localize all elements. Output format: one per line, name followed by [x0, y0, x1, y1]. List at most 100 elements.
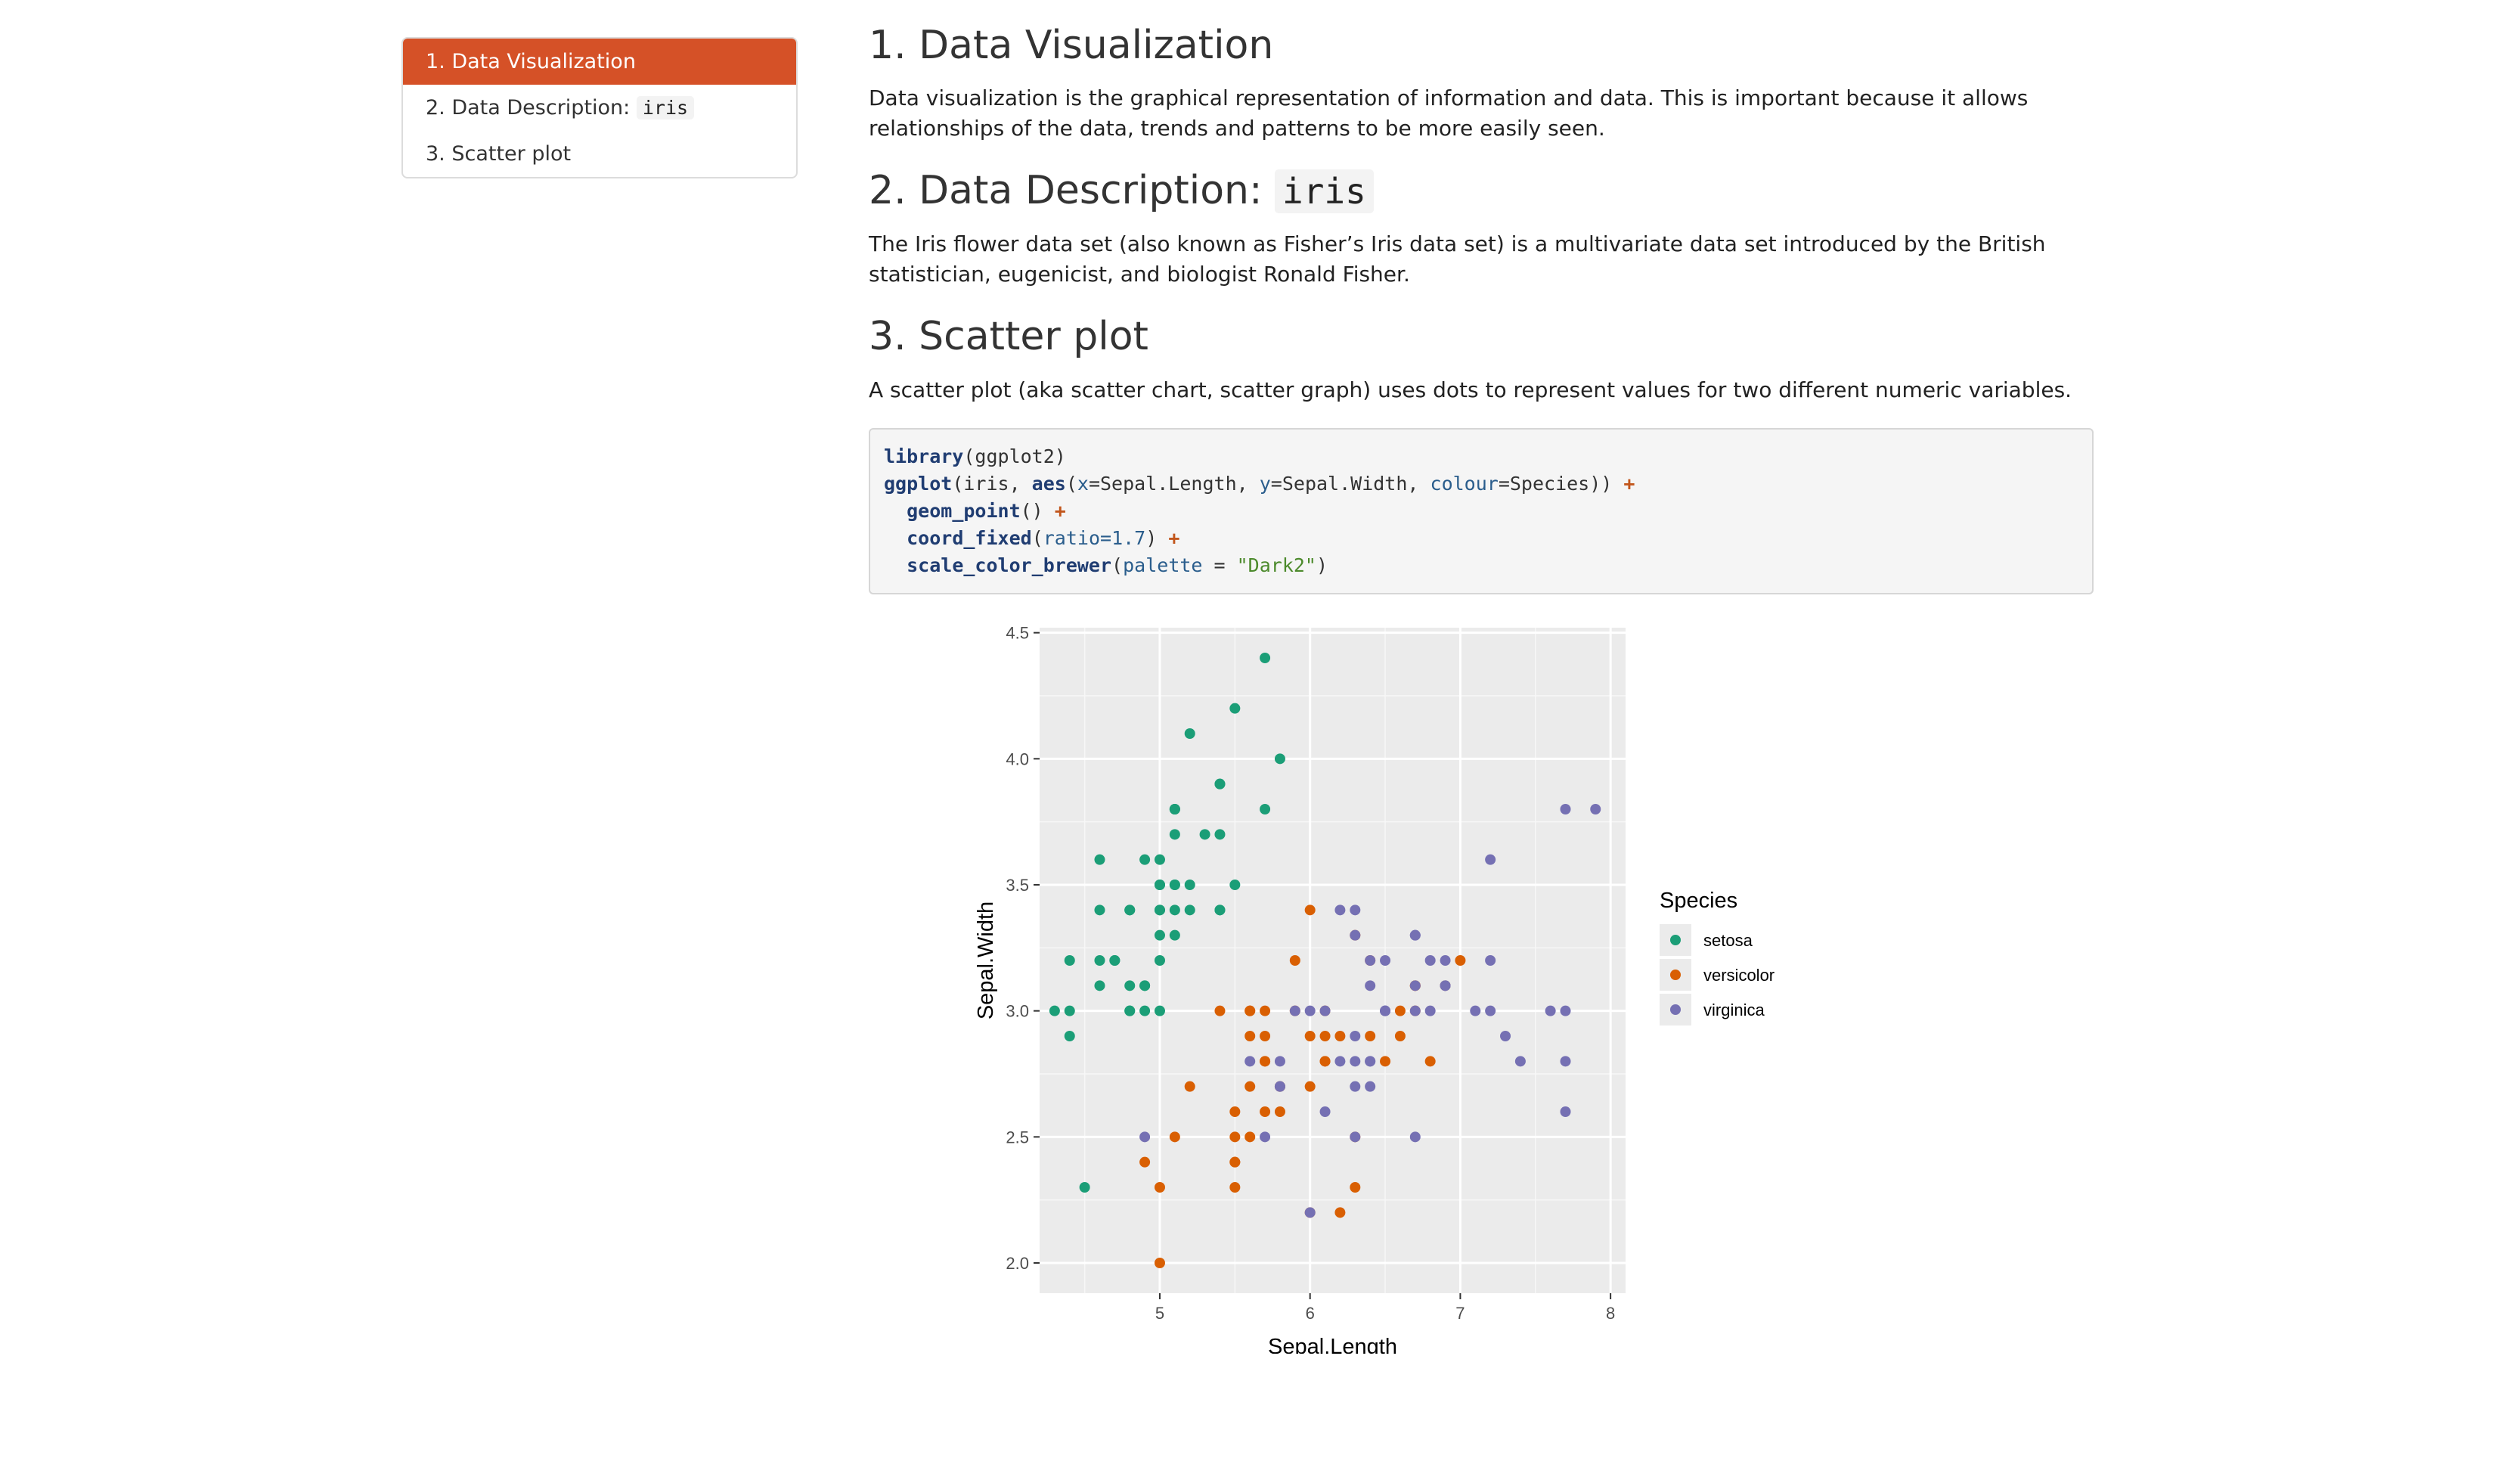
legend-key-point [1670, 1004, 1681, 1015]
scatter-plot: 5 6 7 8 2.0 2.5 3.0 3.5 4.0 4.5 Sepal.Length Sepa… [974, 624, 1775, 1354]
point-versicolor [1350, 1182, 1361, 1193]
point-setosa [1229, 703, 1241, 714]
point-virginica [1365, 1081, 1376, 1092]
point-virginica [1424, 1005, 1436, 1016]
point-versicolor [1274, 1106, 1285, 1117]
legend-label: versicolor [1703, 966, 1775, 985]
point-virginica [1440, 955, 1451, 966]
point-setosa [1124, 904, 1136, 916]
point-virginica [1365, 1056, 1376, 1067]
code-token: library [884, 445, 964, 467]
code-token: =Sepal.Width, [1270, 473, 1430, 495]
code-token: ( [1065, 473, 1077, 495]
point-setosa [1154, 955, 1165, 966]
code-token: x [1077, 473, 1089, 495]
point-setosa [1109, 955, 1121, 966]
point-setosa [1094, 980, 1105, 991]
point-virginica [1485, 955, 1496, 966]
code-token: colour [1430, 473, 1499, 495]
code-token: (ggplot2) [963, 445, 1066, 467]
point-virginica [1365, 980, 1376, 991]
point-virginica [1409, 929, 1421, 941]
toc-item-scatter-plot[interactable]: 3. Scatter plot [403, 131, 796, 177]
code-token: (iris, [952, 473, 1032, 495]
point-virginica [1470, 1005, 1481, 1016]
legend-label: setosa [1703, 931, 1753, 950]
toc-item-label: 3. Scatter plot [426, 142, 572, 166]
point-setosa [1154, 929, 1165, 941]
code-token: ) [1316, 554, 1328, 576]
point-virginica [1304, 1207, 1316, 1218]
point-setosa [1184, 880, 1195, 890]
code-token: ggplot [884, 473, 953, 495]
point-setosa [1214, 778, 1226, 790]
point-versicolor [1245, 1031, 1256, 1041]
code-token: y [1259, 473, 1271, 495]
x-axis-label: Sepal.Length [1268, 1335, 1397, 1354]
toc-item-data-visualization[interactable]: 1. Data Visualization [403, 39, 796, 85]
point-setosa [1184, 904, 1195, 916]
point-virginica [1560, 1106, 1571, 1117]
section-title-scatter-plot: 3. Scatter plot [869, 314, 1148, 359]
point-setosa [1260, 653, 1271, 663]
point-setosa [1139, 854, 1151, 865]
point-versicolor [1245, 1131, 1256, 1143]
point-versicolor [1304, 1031, 1316, 1041]
point-versicolor [1289, 955, 1300, 966]
point-virginica [1304, 1005, 1316, 1016]
x-tick-label: 7 [1455, 1304, 1465, 1323]
code-token: palette [1123, 554, 1203, 576]
code-block: library(ggplot2) ggplot(iris, aes(x =Sepa… [869, 428, 2094, 594]
code-token: ) [1145, 527, 1169, 549]
point-setosa [1169, 904, 1180, 916]
point-setosa [1154, 854, 1165, 865]
legend-key-point [1670, 970, 1681, 980]
point-virginica [1560, 804, 1571, 814]
point-versicolor [1455, 955, 1466, 966]
section-body-data-visualization: Data visualization is the graphical repr… [869, 85, 2029, 141]
section-title-data-description: 2. Data Description: iris [869, 168, 1374, 213]
point-versicolor [1380, 1056, 1391, 1067]
code-token: coord_fixed [907, 527, 1032, 549]
point-setosa [1274, 753, 1285, 765]
point-versicolor [1139, 1156, 1151, 1168]
code-token: () [1020, 500, 1055, 522]
point-virginica [1350, 1056, 1361, 1067]
point-setosa [1169, 829, 1180, 840]
section-body-data-description: The Iris flower data set (also known as … [869, 231, 2046, 287]
section-title-code: iris [1275, 169, 1374, 213]
point-virginica [1409, 980, 1421, 991]
legend-label: virginica [1703, 1001, 1765, 1019]
point-versicolor [1229, 1182, 1241, 1193]
point-setosa [1124, 980, 1136, 991]
code-token: aes [1031, 473, 1066, 495]
point-virginica [1274, 1056, 1285, 1067]
point-setosa [1124, 1005, 1136, 1016]
point-virginica [1350, 1031, 1361, 1041]
point-setosa [1154, 880, 1165, 890]
point-setosa [1094, 854, 1105, 865]
toc-item-data-description[interactable]: 2. Data Description: iris [403, 85, 796, 131]
point-virginica [1409, 1131, 1421, 1143]
point-virginica [1319, 1106, 1331, 1117]
point-setosa [1064, 1005, 1075, 1016]
point-virginica [1380, 955, 1391, 966]
legend: Species setosa versicolor virginica [1660, 889, 1775, 1025]
point-virginica [1545, 1005, 1556, 1016]
code-token: + [1054, 500, 1066, 522]
y-tick-label: 4.0 [1006, 749, 1029, 768]
x-tick-label: 5 [1155, 1304, 1164, 1323]
point-virginica [1485, 1005, 1496, 1016]
point-versicolor [1229, 1131, 1241, 1143]
legend-key-point [1670, 935, 1681, 945]
y-tick-label: 3.5 [1006, 876, 1029, 895]
point-setosa [1184, 728, 1195, 739]
code-token: scale_color_brewer [907, 554, 1112, 576]
toc-item-label: 2. Data Description: [426, 96, 637, 119]
point-virginica [1139, 1131, 1151, 1143]
code-token: geom_point [907, 500, 1021, 522]
point-versicolor [1260, 1031, 1271, 1041]
point-versicolor [1169, 1131, 1180, 1143]
y-tick-label: 3.0 [1006, 1002, 1029, 1021]
point-virginica [1350, 929, 1361, 941]
